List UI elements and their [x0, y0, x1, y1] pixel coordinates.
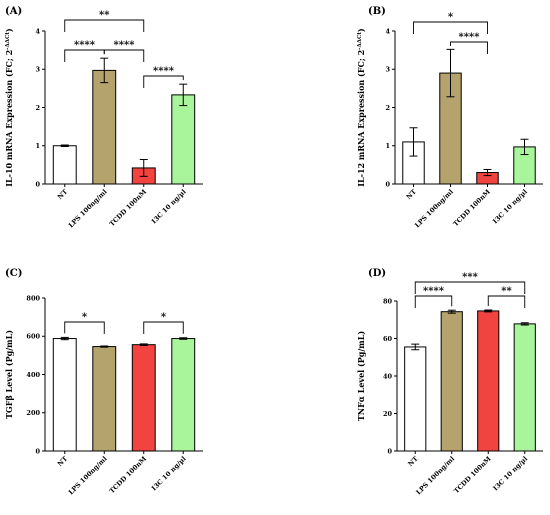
y-tick-label: 20 [383, 410, 393, 418]
y-tick-label: 600 [26, 333, 40, 341]
y-tick-label: 2 [35, 104, 40, 112]
y-tick-label: 2 [385, 104, 390, 112]
x-tick-label: LPS 100ng/ml [67, 187, 109, 229]
bar [131, 344, 156, 452]
y-axis-label: IL-12 mRNA Expression (FC; 2-ΔΔCt) [356, 28, 366, 187]
x-tick-label: NT [405, 188, 418, 201]
significance-bracket [143, 321, 184, 334]
y-axis-label: TNFα Level (Pg/mL) [356, 331, 366, 422]
significance-label: * [82, 312, 88, 323]
y-tick-label: 0 [387, 447, 392, 455]
y-tick-label: 60 [383, 335, 393, 343]
x-tick-label: TCDD 100nM [108, 455, 148, 495]
y-tick-label: 3 [35, 66, 40, 74]
panel-label: (D) [368, 268, 386, 279]
x-tick-label: TCDD 100nM [108, 188, 148, 228]
bar [513, 323, 536, 452]
chart-panel-1: (A) 0 1 2 3 4 IL-10 mRNA Expression (FC; 2-ΔΔC… [4, 6, 203, 229]
bar [92, 69, 117, 185]
significance-bracket [414, 281, 526, 294]
x-tick-label: LPS 100ng/ml [414, 454, 456, 496]
significance-label: **** [153, 66, 175, 77]
significance-label: *** [462, 272, 478, 283]
bar [171, 338, 196, 452]
x-tick-label: TCDD 100nM [452, 188, 492, 228]
y-tick-label: 1 [385, 142, 390, 150]
significance-label: ** [501, 286, 512, 297]
panel-label: (A) [5, 6, 22, 17]
bar [52, 338, 77, 452]
y-tick-label: 0 [385, 180, 390, 188]
significance-bracket [64, 19, 145, 32]
y-tick-label: 1 [35, 142, 40, 150]
y-tick-label: 80 [383, 297, 393, 305]
significance-bracket [64, 321, 105, 334]
y-tick-label: 0 [35, 180, 40, 188]
y-tick-label: 40 [383, 372, 393, 380]
y-tick-label: 200 [26, 409, 40, 417]
x-tick-label: LPS 100ng/ml [67, 454, 109, 496]
x-tick-label: NT [56, 188, 69, 201]
panel-label: (C) [5, 268, 22, 279]
significance-label: ** [99, 10, 110, 21]
x-tick-label: I3C 10 ng/µl [492, 454, 530, 492]
significance-label: **** [74, 40, 96, 51]
y-tick-label: 3 [385, 66, 390, 74]
chart-panel-3: (C) 0 200 400 600 800 TGFβ Level (Pg/mL) NTLPS … [4, 268, 203, 496]
significance-bracket [414, 295, 453, 308]
bar [477, 310, 500, 452]
x-tick-label: I3C 10 ng/µl [150, 187, 188, 225]
bar [440, 311, 463, 452]
bar [52, 145, 77, 185]
y-axis-label: TGFβ Level (Pg/mL) [4, 330, 14, 419]
significance-bracket [64, 49, 105, 62]
x-tick-label: TCDD 100nM [452, 455, 492, 495]
significance-bracket [143, 75, 184, 88]
x-tick-label: I3C 10 ng/µl [491, 187, 529, 225]
bar [171, 94, 196, 185]
panel-label: (B) [368, 6, 386, 17]
significance-bracket [450, 41, 488, 54]
bar [404, 346, 427, 452]
y-tick-label: 400 [26, 371, 40, 379]
x-tick-label: NT [56, 455, 69, 468]
significance-label: * [161, 312, 167, 323]
y-tick-label: 0 [35, 447, 40, 455]
significance-label: **** [459, 32, 481, 43]
chart-panel-2: (B) 0 1 2 3 4 IL-12 mRNA Expression (FC; 2-ΔΔC… [356, 6, 543, 229]
significance-bracket [487, 295, 526, 308]
bar [92, 346, 117, 452]
y-tick-label: 800 [26, 294, 40, 302]
y-axis-label: IL-10 mRNA Expression (FC; 2-ΔΔCt) [4, 28, 14, 187]
significance-bracket [413, 21, 488, 34]
y-tick-label: 4 [35, 27, 40, 35]
x-tick-label: I3C 10 ng/µl [150, 454, 188, 492]
y-tick-label: 4 [385, 27, 390, 35]
significance-label: **** [423, 286, 445, 297]
significance-label: * [448, 12, 454, 23]
x-tick-label: NT [406, 455, 419, 468]
significance-label: **** [114, 40, 136, 51]
x-tick-label: LPS 100ng/ml [413, 187, 455, 229]
significance-bracket [103, 49, 145, 62]
